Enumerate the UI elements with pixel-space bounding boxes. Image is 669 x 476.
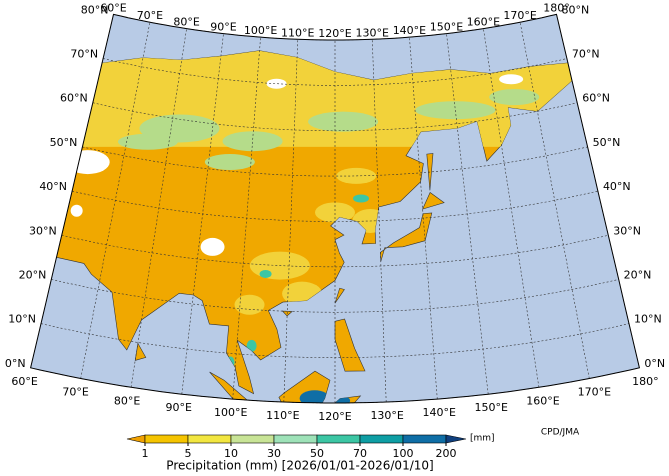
colorbar-segment — [230, 434, 275, 444]
right-lat-label: 80°N — [562, 3, 590, 16]
map-frame — [29, 13, 641, 404]
colorbar-segment — [144, 434, 189, 444]
bottom-lon-label: 70°E — [62, 386, 88, 399]
parallel — [103, 58, 567, 86]
left-lat-label: 30°N — [29, 224, 57, 237]
top-lon-label: 70°E — [137, 9, 163, 22]
top-lon-label: 150°E — [430, 21, 463, 34]
top-lon-label: 130°E — [356, 26, 389, 39]
top-lon-label: 110°E — [281, 26, 314, 39]
colorbar-tick-label: 10 — [224, 447, 238, 460]
colorbar-arrow — [445, 434, 467, 444]
right-lat-label: 20°N — [624, 268, 652, 281]
precip-area — [371, 130, 422, 147]
bottom-lon-label: 150°E — [474, 401, 507, 414]
top-lon-label: 160°E — [467, 16, 500, 29]
bottom-lon-label: 130°E — [370, 409, 403, 422]
colorbar-tick-label: 70 — [353, 447, 367, 460]
colorbar-arrow — [126, 434, 146, 444]
left-lat-label: 60°N — [60, 92, 88, 105]
left-lat-label: 70°N — [70, 48, 98, 61]
top-lon-label: 60°E — [100, 1, 126, 14]
top-lon-label: 120°E — [318, 27, 351, 40]
colorbar-tick-label: 200 — [436, 447, 457, 460]
coordinate-labels: 60°E 70°E 80°E 90°E 100°E 110°E 120°E 130°E 140°… — [5, 1, 665, 423]
left-lat-label: 40°N — [39, 180, 67, 193]
precip-area — [222, 131, 283, 152]
bottom-lon-label: 90°E — [166, 401, 192, 414]
right-lat-label: 70°N — [572, 48, 600, 61]
precip-area — [117, 133, 178, 150]
top-lon-label: 140°E — [393, 24, 426, 37]
no-data-area — [499, 74, 524, 85]
bottom-lon-label: 100°E — [214, 406, 247, 419]
precip-area — [204, 153, 255, 170]
precip-area — [234, 294, 265, 315]
precip-area — [259, 269, 272, 278]
right-lat-label: 10°N — [634, 313, 662, 326]
no-data-area — [70, 204, 83, 217]
top-lon-label: 180° — [543, 1, 570, 14]
colorbar-title: Precipitation (mm) [2026/01/01-2026/01/1… — [166, 459, 433, 473]
top-lon-label: 100°E — [244, 24, 277, 37]
bottom-lon-label: 110°E — [266, 409, 299, 422]
left-lat-label: 0°N — [5, 357, 26, 370]
bottom-lon-label: 120°E — [318, 410, 351, 423]
bottom-lon-label: 80°E — [114, 394, 140, 407]
no-data-area — [200, 237, 225, 256]
bottom-lon-label: 60°E — [11, 375, 37, 388]
top-lon-label: 80°E — [173, 16, 199, 29]
colorbar-segment — [359, 434, 404, 444]
no-data-area — [65, 150, 110, 175]
parallel — [51, 279, 619, 313]
left-lat-label: 80°N — [81, 3, 109, 16]
colorbar-tick-label: 100 — [393, 447, 414, 460]
right-lat-label: 30°N — [613, 224, 641, 237]
bottom-lon-label: 170°E — [578, 386, 611, 399]
right-lat-label: 40°N — [603, 180, 631, 193]
colorbar-tick-label: 1 — [142, 447, 149, 460]
left-lat-label: 10°N — [8, 313, 36, 326]
right-lat-label: 50°N — [593, 136, 621, 149]
colorbar: 1 5 10 30 50 70 100 200 [mm] — [126, 434, 495, 460]
colorbar-tick-label: 5 — [185, 447, 192, 460]
precip-area — [308, 111, 379, 132]
bottom-lon-label: 180° — [632, 375, 659, 388]
parallel — [82, 146, 588, 177]
no-data-area — [266, 78, 287, 89]
meridian — [483, 28, 540, 388]
precip-area — [489, 89, 540, 106]
top-lon-label: 90°E — [210, 21, 236, 34]
precip-area — [353, 194, 370, 203]
colorbar-unit: [mm] — [470, 434, 495, 444]
colorbar-segment — [273, 434, 318, 444]
left-lat-label: 20°N — [19, 268, 47, 281]
bottom-lon-label: 140°E — [423, 406, 456, 419]
left-lat-label: 50°N — [50, 136, 78, 149]
right-lat-label: 60°N — [582, 92, 610, 105]
credit: CPD/JMA — [541, 428, 580, 438]
parallel — [92, 102, 578, 132]
right-lat-label: 0°N — [644, 357, 665, 370]
parallel — [72, 190, 598, 222]
colorbar-tick-label: 50 — [310, 447, 324, 460]
colorbar-segment — [402, 434, 447, 444]
precip-area — [315, 202, 355, 223]
meridian — [519, 22, 590, 379]
colorbar-segment — [316, 434, 361, 444]
bottom-lon-label: 160°E — [526, 394, 559, 407]
top-lon-label: 170°E — [503, 9, 536, 22]
parallel — [40, 323, 630, 358]
colorbar-segment — [187, 434, 232, 444]
colorbar-tick-label: 30 — [267, 447, 281, 460]
